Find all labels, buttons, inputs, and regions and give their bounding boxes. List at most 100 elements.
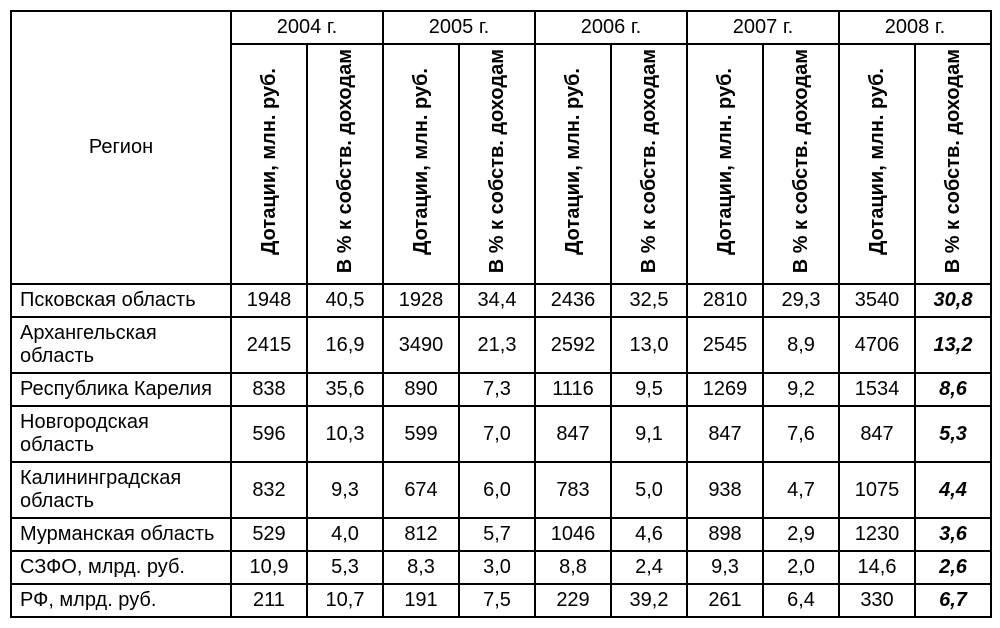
data-cell: 9,1 (611, 406, 687, 462)
region-cell: Псковская область (11, 284, 231, 317)
table-row: Калининградская область8329,36746,07835,… (11, 462, 991, 518)
data-cell: 13,2 (915, 317, 991, 373)
data-cell: 14,6 (839, 551, 915, 584)
region-cell: СЗФО, млрд. руб. (11, 551, 231, 584)
table-row: РФ, млрд. руб.21110,71917,522939,22616,4… (11, 584, 991, 617)
year-header-2004: 2004 г. (231, 11, 383, 44)
data-cell: 5,7 (459, 518, 535, 551)
data-cell: 8,9 (763, 317, 839, 373)
data-cell: 330 (839, 584, 915, 617)
data-cell: 832 (231, 462, 307, 518)
data-cell: 7,6 (763, 406, 839, 462)
data-cell: 3,0 (459, 551, 535, 584)
data-cell: 9,5 (611, 373, 687, 406)
data-cell: 7,5 (459, 584, 535, 617)
subheader-pct-2006: В % к собств. доходам (611, 44, 687, 284)
data-cell: 6,0 (459, 462, 535, 518)
data-cell: 2,4 (611, 551, 687, 584)
data-cell: 674 (383, 462, 459, 518)
data-cell: 10,9 (231, 551, 307, 584)
table-row: СЗФО, млрд. руб.10,95,38,33,08,82,49,32,… (11, 551, 991, 584)
subheader-pct-2008: В % к собств. доходам (915, 44, 991, 284)
data-cell: 9,3 (307, 462, 383, 518)
data-cell: 2545 (687, 317, 763, 373)
data-cell: 5,3 (307, 551, 383, 584)
data-cell: 847 (535, 406, 611, 462)
data-cell: 2,9 (763, 518, 839, 551)
data-cell: 847 (687, 406, 763, 462)
data-cell: 8,6 (915, 373, 991, 406)
data-cell: 1269 (687, 373, 763, 406)
data-cell: 4,7 (763, 462, 839, 518)
data-cell: 2810 (687, 284, 763, 317)
data-cell: 7,0 (459, 406, 535, 462)
data-cell: 529 (231, 518, 307, 551)
data-cell: 35,6 (307, 373, 383, 406)
data-cell: 4,4 (915, 462, 991, 518)
data-cell: 10,7 (307, 584, 383, 617)
data-cell: 229 (535, 584, 611, 617)
data-cell: 1534 (839, 373, 915, 406)
data-cell: 5,0 (611, 462, 687, 518)
region-cell: Калининградская область (11, 462, 231, 518)
subheader-pct-2007: В % к собств. доходам (763, 44, 839, 284)
year-header-2005: 2005 г. (383, 11, 535, 44)
data-cell: 890 (383, 373, 459, 406)
data-cell: 211 (231, 584, 307, 617)
region-cell: РФ, млрд. руб. (11, 584, 231, 617)
data-cell: 938 (687, 462, 763, 518)
data-cell: 39,2 (611, 584, 687, 617)
subheader-dot-2008: Дотации, млн. руб. (839, 44, 915, 284)
data-cell: 9,3 (687, 551, 763, 584)
data-cell: 9,2 (763, 373, 839, 406)
data-cell: 16,9 (307, 317, 383, 373)
table-row: Республика Карелия83835,68907,311169,512… (11, 373, 991, 406)
data-cell: 6,7 (915, 584, 991, 617)
subheader-dot-2004: Дотации, млн. руб. (231, 44, 307, 284)
subheader-dot-2007: Дотации, млн. руб. (687, 44, 763, 284)
table-body: Псковская область194840,5192834,4243632,… (11, 284, 991, 617)
data-cell: 40,5 (307, 284, 383, 317)
data-cell: 13,0 (611, 317, 687, 373)
data-cell: 1230 (839, 518, 915, 551)
subheader-pct-2005: В % к собств. доходам (459, 44, 535, 284)
subheader-dot-2006: Дотации, млн. руб. (535, 44, 611, 284)
data-cell: 8,3 (383, 551, 459, 584)
year-header-2008: 2008 г. (839, 11, 991, 44)
data-cell: 7,3 (459, 373, 535, 406)
data-cell: 261 (687, 584, 763, 617)
regional-subsidies-table: Регион 2004 г. 2005 г. 2006 г. 2007 г. 2… (10, 10, 992, 618)
data-cell: 596 (231, 406, 307, 462)
data-cell: 4,0 (307, 518, 383, 551)
data-cell: 21,3 (459, 317, 535, 373)
data-cell: 783 (535, 462, 611, 518)
data-cell: 838 (231, 373, 307, 406)
data-cell: 599 (383, 406, 459, 462)
table-header: Регион 2004 г. 2005 г. 2006 г. 2007 г. 2… (11, 11, 991, 284)
data-cell: 1046 (535, 518, 611, 551)
data-cell: 1116 (535, 373, 611, 406)
region-cell: Мурманская область (11, 518, 231, 551)
data-cell: 2,6 (915, 551, 991, 584)
data-cell: 898 (687, 518, 763, 551)
data-cell: 1948 (231, 284, 307, 317)
region-cell: Новгородская область (11, 406, 231, 462)
data-cell: 3540 (839, 284, 915, 317)
region-cell: Архангельская область (11, 317, 231, 373)
data-cell: 2,0 (763, 551, 839, 584)
data-cell: 1075 (839, 462, 915, 518)
region-cell: Республика Карелия (11, 373, 231, 406)
data-cell: 847 (839, 406, 915, 462)
data-cell: 2592 (535, 317, 611, 373)
data-cell: 2415 (231, 317, 307, 373)
data-cell: 6,4 (763, 584, 839, 617)
data-cell: 1928 (383, 284, 459, 317)
table-row: Архангельская область241516,9349021,3259… (11, 317, 991, 373)
data-cell: 8,8 (535, 551, 611, 584)
year-header-2006: 2006 г. (535, 11, 687, 44)
data-cell: 32,5 (611, 284, 687, 317)
data-cell: 5,3 (915, 406, 991, 462)
data-cell: 30,8 (915, 284, 991, 317)
table-row: Псковская область194840,5192834,4243632,… (11, 284, 991, 317)
data-cell: 4,6 (611, 518, 687, 551)
